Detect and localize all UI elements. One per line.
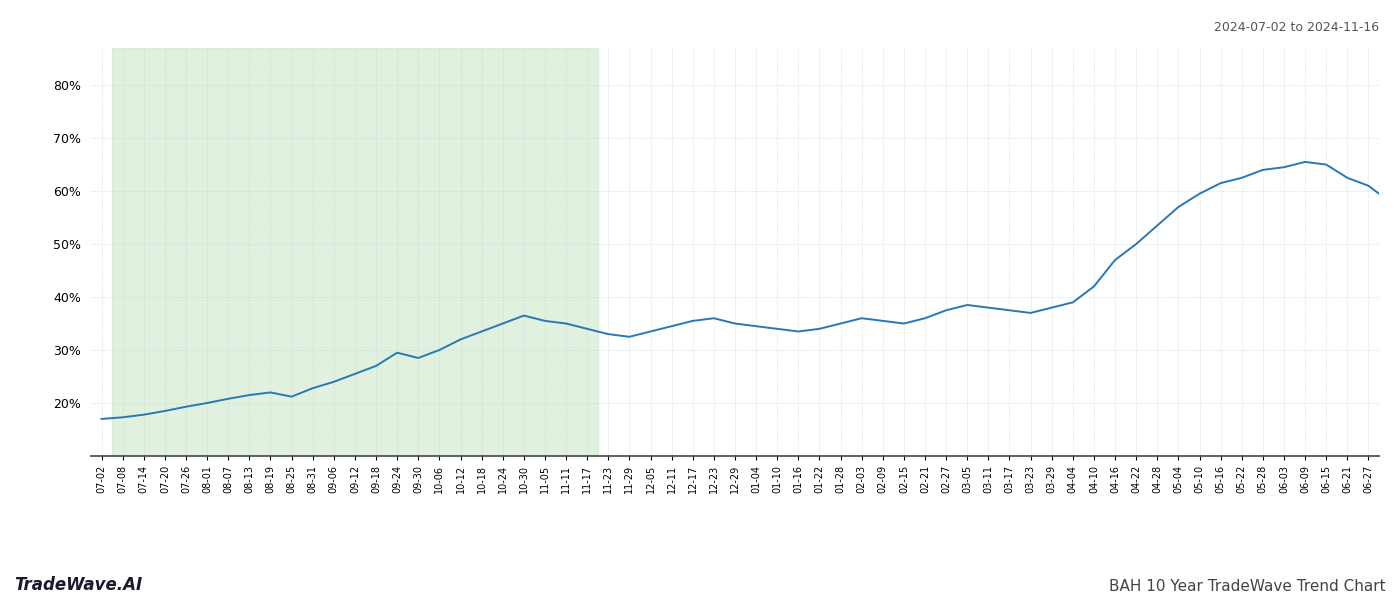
Text: BAH 10 Year TradeWave Trend Chart: BAH 10 Year TradeWave Trend Chart <box>1109 579 1386 594</box>
Text: 2024-07-02 to 2024-11-16: 2024-07-02 to 2024-11-16 <box>1214 21 1379 34</box>
Bar <box>112 48 598 456</box>
Text: TradeWave.AI: TradeWave.AI <box>14 576 143 594</box>
